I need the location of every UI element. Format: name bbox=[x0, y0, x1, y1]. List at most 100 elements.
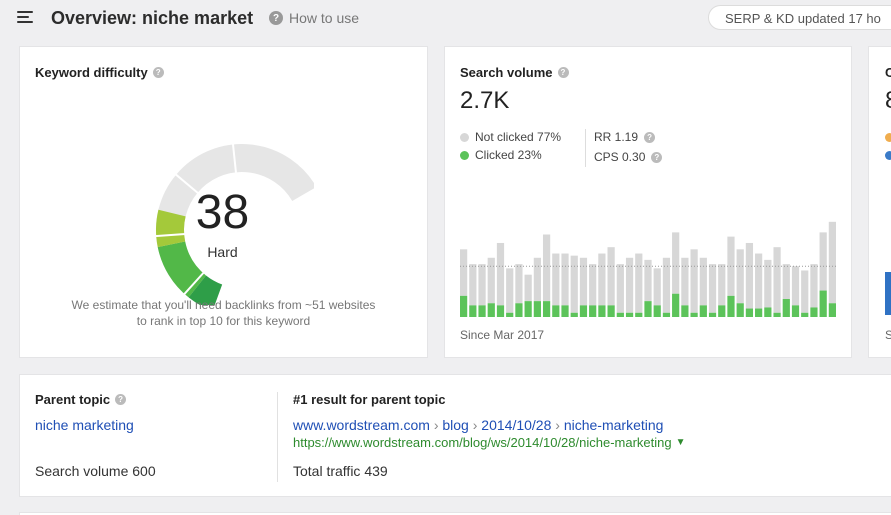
bar-clicked bbox=[635, 312, 643, 317]
partial-card-title: C bbox=[885, 65, 891, 80]
bar-clicked bbox=[515, 303, 523, 317]
difficulty-label: Hard bbox=[207, 244, 238, 260]
legend-dot-blue bbox=[885, 151, 891, 160]
gauge-tick-3 bbox=[231, 143, 238, 174]
bar-clicked bbox=[764, 307, 772, 317]
bar-clicked bbox=[506, 312, 514, 317]
bar-not-clicked bbox=[635, 253, 643, 313]
bar-not-clicked bbox=[607, 247, 615, 306]
help-icon[interactable]: ? bbox=[651, 151, 663, 163]
bar-clicked bbox=[460, 295, 468, 317]
keyword-difficulty-card: Keyword difficulty ? 38 Hard We estimate… bbox=[19, 46, 428, 358]
bar-not-clicked bbox=[828, 221, 836, 304]
bar-clicked bbox=[598, 305, 606, 317]
bar-not-clicked bbox=[616, 264, 624, 313]
partial-card-value: 8 bbox=[885, 87, 891, 115]
help-icon[interactable]: ? bbox=[115, 394, 127, 405]
bar-not-clicked bbox=[515, 264, 523, 304]
bar-clicked bbox=[662, 312, 671, 317]
bar-not-clicked bbox=[755, 253, 763, 309]
bar-clicked bbox=[690, 312, 698, 317]
bar-clicked bbox=[570, 312, 578, 317]
serp-status-badge: SERP & KD updated 17 ho bbox=[708, 5, 891, 30]
bar-clicked bbox=[736, 303, 744, 317]
parent-topic-title: Parent topic ? bbox=[35, 392, 127, 407]
bar-not-clicked bbox=[819, 232, 827, 291]
bar-not-clicked bbox=[506, 268, 514, 313]
bar-not-clicked bbox=[810, 264, 818, 308]
bar-not-clicked bbox=[644, 259, 652, 302]
bar-clicked bbox=[773, 312, 781, 317]
difficulty-value: 38 bbox=[195, 186, 250, 239]
bar-clicked bbox=[579, 305, 588, 317]
bar-not-clicked bbox=[791, 266, 800, 306]
bar-not-clicked bbox=[773, 247, 781, 313]
bar-not-clicked bbox=[672, 232, 680, 294]
bar-clicked bbox=[819, 290, 827, 317]
top-result-breadcrumb-link[interactable]: www.wordstream.com › blog › 2014/10/28 ›… bbox=[293, 417, 664, 433]
gauge-segment-light-green bbox=[156, 209, 186, 248]
gauge-tick-0 bbox=[183, 271, 205, 296]
bar-not-clicked bbox=[552, 253, 560, 306]
bar-clicked bbox=[469, 305, 477, 317]
bar-not-clicked bbox=[487, 257, 495, 304]
parent-topic-divider bbox=[277, 392, 278, 482]
bar-not-clicked bbox=[533, 257, 541, 302]
bar-not-clicked bbox=[598, 253, 606, 306]
bar-not-clicked bbox=[589, 264, 597, 306]
bar-not-clicked bbox=[460, 249, 468, 296]
search-volume-value: 2.7K bbox=[460, 87, 510, 114]
not-clicked-dot bbox=[460, 132, 469, 142]
bar-not-clicked bbox=[561, 253, 569, 306]
next-card-edge bbox=[19, 512, 891, 515]
bar-clicked bbox=[496, 305, 505, 317]
bar-clicked bbox=[542, 301, 551, 317]
bar-not-clicked bbox=[579, 257, 588, 306]
cps-metric: CPS 0.30 ? bbox=[594, 150, 663, 164]
bar-not-clicked bbox=[524, 274, 532, 302]
help-icon[interactable]: ? bbox=[557, 67, 569, 78]
bar-clicked bbox=[681, 305, 689, 317]
partial-chart-bar bbox=[885, 272, 891, 315]
bar-not-clicked bbox=[653, 268, 661, 306]
bar-clicked bbox=[755, 308, 763, 317]
caret-down-icon[interactable]: ▼ bbox=[675, 437, 686, 448]
bar-clicked bbox=[791, 305, 800, 317]
bar-not-clicked bbox=[469, 264, 477, 306]
bar-clicked bbox=[801, 312, 809, 317]
bar-clicked bbox=[589, 305, 597, 317]
rr-metric: RR 1.19 ? bbox=[594, 130, 656, 144]
search-volume-chart bbox=[460, 221, 838, 317]
bar-not-clicked bbox=[718, 264, 726, 306]
bar-not-clicked bbox=[662, 257, 671, 313]
help-icon[interactable]: ? bbox=[644, 131, 656, 143]
bar-clicked bbox=[524, 301, 532, 317]
bar-clicked bbox=[552, 305, 560, 317]
hamburger-menu-icon[interactable] bbox=[17, 11, 35, 25]
help-icon[interactable]: ? bbox=[152, 67, 164, 78]
gauge-segment-dark-green bbox=[188, 275, 223, 305]
bar-not-clicked bbox=[542, 234, 551, 302]
bar-clicked bbox=[478, 305, 486, 317]
gauge-tick-1 bbox=[155, 232, 186, 238]
since-date: Since Mar 2017 bbox=[460, 328, 545, 342]
bar-not-clicked bbox=[708, 264, 717, 313]
bar-clicked bbox=[561, 305, 569, 317]
legend-dot-orange bbox=[885, 133, 891, 142]
bar-not-clicked bbox=[496, 242, 505, 306]
top-result-url[interactable]: https://www.wordstream.com/blog/ws/2014/… bbox=[293, 435, 686, 450]
top-result-total-traffic: Total traffic 439 bbox=[293, 463, 388, 479]
question-icon: ? bbox=[269, 11, 283, 25]
bar-clicked bbox=[782, 299, 790, 317]
bar-clicked bbox=[708, 312, 717, 317]
bar-clicked bbox=[810, 307, 818, 317]
page-header: Overview: niche market ? How to use SERP… bbox=[0, 0, 891, 38]
bar-clicked bbox=[653, 305, 661, 317]
parent-topic-keyword-link[interactable]: niche marketing bbox=[35, 417, 134, 433]
difficulty-note: We estimate that you'll need backlinks f… bbox=[71, 298, 376, 328]
parent-topic-card: Parent topic ? niche marketing Search vo… bbox=[19, 374, 891, 497]
bar-clicked bbox=[727, 295, 735, 317]
metrics-divider bbox=[585, 129, 586, 167]
how-to-use-link[interactable]: ? How to use bbox=[269, 10, 359, 26]
search-volume-card: Search volume ? 2.7K Not clicked 77% Cli… bbox=[444, 46, 852, 358]
